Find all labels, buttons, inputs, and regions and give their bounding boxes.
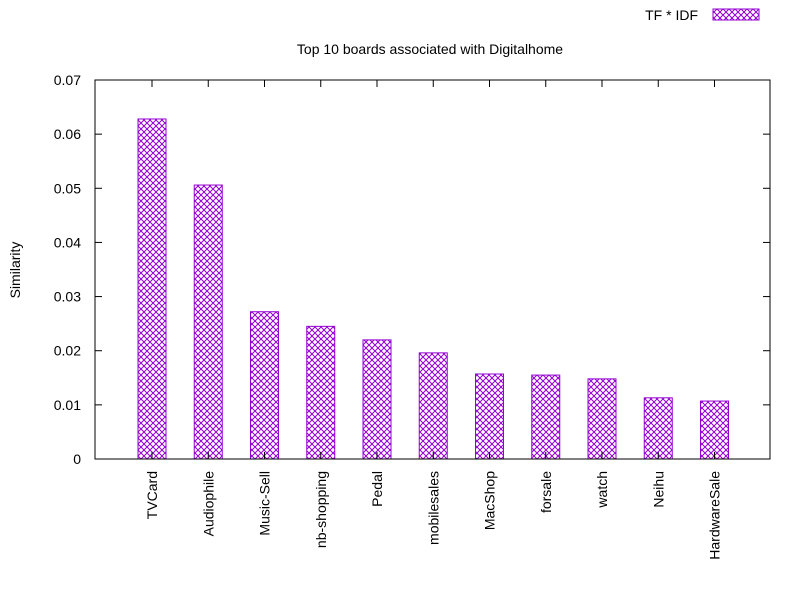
- bar-pedal: [362, 339, 392, 460]
- y-tick-label: 0.05: [54, 180, 81, 196]
- x-tick-label: HardwareSale: [707, 471, 723, 560]
- bar-audiophile: [193, 184, 223, 460]
- y-axis-label: Similarity: [7, 242, 23, 299]
- bar-music-sell: [250, 311, 279, 460]
- y-tick-label: 0.02: [54, 343, 81, 359]
- bar-neihu: [643, 397, 673, 460]
- y-tick-label: 0.06: [54, 126, 81, 142]
- x-tick-label: Audiophile: [200, 471, 216, 537]
- plot-frame: [94, 79, 771, 460]
- bar-tvcard: [137, 118, 167, 460]
- x-tick-label: nb-shopping: [313, 471, 329, 548]
- chart-title: Top 10 boards associated with Digitalhom…: [297, 41, 563, 57]
- y-tick-label: 0.03: [54, 289, 81, 305]
- bar-forsale: [531, 374, 561, 460]
- legend-swatch: [712, 8, 760, 21]
- bar-hardwaresale: [700, 400, 729, 460]
- y-tick-label: 0.01: [54, 397, 81, 413]
- bar-mobilesales: [418, 352, 448, 460]
- x-tick-label: MacShop: [482, 471, 498, 530]
- bar-nb-shopping: [306, 325, 336, 460]
- x-tick-label: TVCard: [144, 471, 160, 519]
- x-tick-label: Music-Sell: [257, 471, 273, 536]
- x-tick-label: Pedal: [369, 471, 385, 507]
- bar-macshop: [475, 373, 504, 460]
- legend-label: TF * IDF: [645, 7, 698, 23]
- bar-watch: [587, 378, 617, 460]
- y-tick-label: 0.04: [54, 234, 81, 250]
- y-tick-label: 0.07: [54, 72, 81, 88]
- x-tick-label: mobilesales: [425, 471, 441, 545]
- x-tick-label: Neihu: [650, 471, 666, 508]
- x-tick-label: watch: [594, 471, 610, 509]
- y-tick-label: 0: [73, 451, 81, 467]
- x-tick-label: forsale: [538, 471, 554, 513]
